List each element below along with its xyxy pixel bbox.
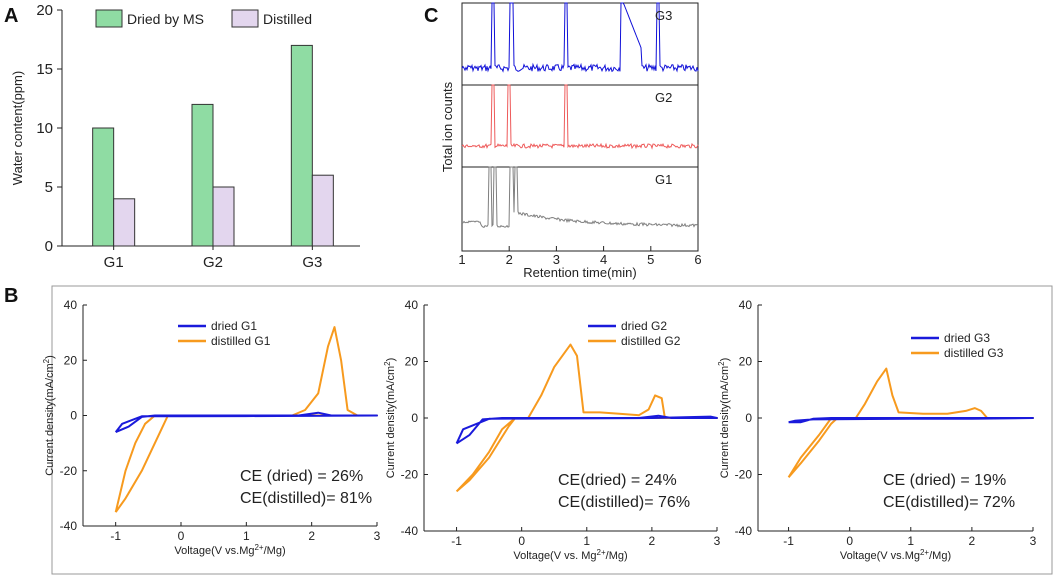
chart-c-xtick-label: 4 bbox=[600, 252, 607, 267]
chart-b2-ytick-label: -40 bbox=[401, 524, 419, 538]
chart-b1-xtick-label: 3 bbox=[374, 529, 381, 543]
chart-a-ytick-label: 5 bbox=[45, 179, 53, 196]
chart-b2-ytick-label: 40 bbox=[405, 298, 419, 312]
chart-b2: -40 -20 0 20 40 -1 0 1 2 3 Current density(mA/cm2)… bbox=[383, 298, 721, 562]
panel-label-a: A bbox=[4, 5, 18, 27]
legend-label-dried-g2: dried G2 bbox=[621, 319, 667, 333]
chart-c: 1 2 3 4 5 6 G3 G2 G1 Total ion counts Retenti… bbox=[440, 2, 702, 280]
trace-g2 bbox=[461, 84, 699, 150]
chart-b3-xtick-label: 0 bbox=[846, 534, 853, 548]
chart-b2-xtick-label: 1 bbox=[583, 534, 590, 548]
chart-b2-ylabel: Current density(mA/cm2) bbox=[383, 358, 398, 479]
chart-b1-xtick-label: 0 bbox=[178, 529, 185, 543]
legend-label-dried-by-ms: Dried by MS bbox=[127, 11, 204, 27]
legend-label-distilled: Distilled bbox=[263, 11, 312, 27]
chart-b1-xtick-label: 2 bbox=[308, 529, 315, 543]
chart-b1-xlabel: Voltage(V vs.Mg2+/Mg) bbox=[174, 543, 285, 558]
ce-dried-text: CE(dried) = 24% bbox=[558, 472, 677, 489]
legend-swatch-distilled bbox=[231, 9, 259, 28]
bar-g1-dried bbox=[92, 127, 115, 247]
chart-b3-ytick-label: -20 bbox=[735, 468, 753, 482]
bar-g1-distilled bbox=[113, 198, 136, 247]
chart-a-ytick-label: 0 bbox=[45, 238, 53, 255]
chart-b3: -40 -20 0 20 40 -1 0 1 2 3 Current density(mA/cm2)… bbox=[717, 298, 1037, 562]
bar-g3-distilled bbox=[311, 174, 334, 247]
cv-curve-dried-g3 bbox=[788, 417, 1034, 424]
legend-label-distilled-g3: distilled G3 bbox=[944, 346, 1004, 360]
ce-distilled-text: CE(distilled)= 81% bbox=[240, 490, 372, 507]
chart-b3-xtick-label: -1 bbox=[783, 534, 794, 548]
bar-g2-distilled bbox=[212, 186, 235, 247]
chart-a: 0 5 10 15 20 G1 G2 G3 Water content(ppm) Dried… bbox=[10, 2, 360, 271]
chart-b2-xtick-label: -1 bbox=[451, 534, 462, 548]
chart-c-xtick-label: 6 bbox=[694, 252, 701, 267]
cv-curve-distilled-g3 bbox=[787, 367, 1034, 478]
panel-label-b: B bbox=[4, 285, 18, 307]
chart-b1-ytick-label: 40 bbox=[64, 298, 78, 312]
chart-b2-xtick-label: 0 bbox=[518, 534, 525, 548]
chart-b3-ytick-label: -40 bbox=[735, 524, 753, 538]
chart-b2-xlabel: Voltage(V vs. Mg2+/Mg) bbox=[513, 548, 627, 563]
bar-g3-dried bbox=[290, 44, 313, 247]
chart-b1-xtick-label: -1 bbox=[110, 529, 121, 543]
ce-distilled-text: CE(distilled)= 76% bbox=[558, 494, 690, 511]
legend-label-dried-g1: dried G1 bbox=[211, 319, 257, 333]
trace-g1 bbox=[461, 166, 699, 229]
ce-dried-text: CE (dried) = 19% bbox=[883, 472, 1006, 489]
cv-curve-dried-g1 bbox=[114, 411, 378, 434]
legend-label-dried-g3: dried G3 bbox=[944, 331, 990, 345]
panel-b-frame bbox=[51, 285, 1053, 575]
chart-b2-xtick-label: 3 bbox=[714, 534, 721, 548]
chart-b1-ytick-label: 20 bbox=[64, 353, 78, 367]
chart-a-ytick-label: 15 bbox=[36, 61, 53, 78]
chart-c-frame bbox=[461, 2, 699, 252]
chart-b3-xtick-label: 3 bbox=[1030, 534, 1037, 548]
chart-b3-xtick-label: 2 bbox=[969, 534, 976, 548]
chart-a-xtick-label: G1 bbox=[104, 254, 124, 271]
chart-b3-ylabel: Current density(mA/cm2) bbox=[717, 358, 732, 479]
chart-b1-ytick-label: 0 bbox=[70, 409, 77, 423]
chart-a-ytick-label: 20 bbox=[36, 2, 53, 19]
chart-a-ylabel: Water content(ppm) bbox=[10, 71, 25, 185]
trace-label-g2: G2 bbox=[655, 90, 672, 105]
chart-b1-ylabel: Current density(mA/cm2) bbox=[42, 355, 57, 476]
chart-b3-ytick-label: 20 bbox=[739, 355, 753, 369]
trace-label-g3: G3 bbox=[655, 8, 672, 23]
cv-curve-dried-g2 bbox=[455, 414, 718, 445]
legend-label-distilled-g1: distilled G1 bbox=[211, 334, 271, 348]
chart-c-xtick-label: 3 bbox=[553, 252, 560, 267]
chart-b3-ytick-label: 0 bbox=[745, 411, 752, 425]
ce-dried-text: CE (dried) = 26% bbox=[240, 468, 363, 485]
trace-label-g1: G1 bbox=[655, 172, 672, 187]
chart-b3-xtick-label: 1 bbox=[907, 534, 914, 548]
chart-c-xtick-label: 1 bbox=[458, 252, 465, 267]
chart-c-xtick-label: 5 bbox=[647, 252, 654, 267]
chart-b2-ytick-label: -20 bbox=[401, 468, 419, 482]
chart-c-xtick-label: 2 bbox=[506, 252, 513, 267]
bar-g2-dried bbox=[191, 103, 214, 247]
legend-label-distilled-g2: distilled G2 bbox=[621, 334, 681, 348]
chart-a-xtick-label: G2 bbox=[203, 254, 223, 271]
chart-b2-ytick-label: 20 bbox=[405, 355, 419, 369]
trace-g3 bbox=[461, 2, 699, 73]
chart-c-xlabel: Retention time(min) bbox=[523, 265, 636, 280]
chart-a-xtick-label: G3 bbox=[302, 254, 322, 271]
ce-distilled-text: CE(distilled)= 72% bbox=[883, 494, 1015, 511]
chart-b3-xlabel: Voltage(V vs.Mg2+/Mg) bbox=[840, 548, 951, 563]
chart-b3-ytick-label: 40 bbox=[739, 298, 753, 312]
chart-b2-ytick-label: 0 bbox=[411, 411, 418, 425]
chart-b1-ytick-label: -40 bbox=[60, 519, 78, 533]
chart-b1-xtick-label: 1 bbox=[243, 529, 250, 543]
chart-b2-xtick-label: 2 bbox=[649, 534, 656, 548]
chart-b1: -40 -20 0 20 40 -1 0 1 2 3 Current density(mA/cm2)… bbox=[42, 298, 381, 557]
chart-b1-ytick-label: -20 bbox=[60, 464, 78, 478]
chart-a-ytick-label: 10 bbox=[36, 120, 53, 137]
chart-c-ylabel: Total ion counts bbox=[440, 81, 455, 172]
legend-swatch-dried-by-ms bbox=[95, 9, 123, 28]
panel-label-c: C bbox=[424, 5, 438, 27]
